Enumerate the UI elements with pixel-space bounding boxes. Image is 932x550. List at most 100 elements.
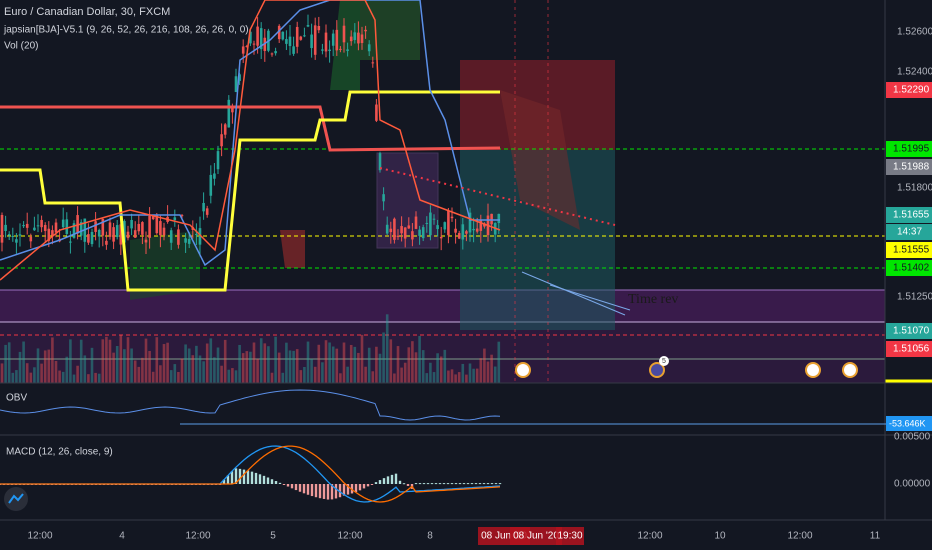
candle — [220, 134, 223, 147]
volume-bar — [76, 365, 79, 383]
candle — [281, 31, 285, 40]
histogram-bar — [358, 484, 362, 491]
candle — [148, 215, 151, 238]
candle — [288, 36, 292, 47]
volume-bar — [328, 342, 331, 383]
volume-bar — [227, 369, 231, 383]
volume-bar — [418, 335, 421, 383]
histogram-bar — [462, 483, 466, 485]
volume-bar — [123, 349, 126, 383]
time-label: 12:00 — [185, 531, 210, 542]
countdown: 14:37 — [897, 227, 922, 238]
main-pane — [0, 0, 885, 383]
volume-bar — [33, 367, 36, 383]
volume-bar — [421, 350, 425, 383]
time-label: 5 — [270, 531, 276, 542]
cloud — [280, 230, 305, 268]
volume-bar — [371, 371, 375, 383]
candle — [141, 222, 144, 235]
candle — [22, 225, 25, 227]
histogram-bar — [338, 484, 342, 498]
volume-bar — [299, 370, 303, 383]
volume-bar — [205, 343, 209, 383]
macd-axis-label: 0.00000 — [894, 479, 931, 490]
candle — [155, 215, 159, 234]
countdown-tag — [886, 224, 932, 240]
volume-bar — [468, 363, 472, 383]
candle — [429, 212, 432, 236]
histogram-bar — [442, 483, 446, 485]
volume-bar — [54, 360, 58, 383]
price-label: 1.52600 — [897, 27, 932, 38]
candle — [123, 220, 126, 243]
volume-bar — [105, 336, 108, 383]
histogram-bar — [262, 475, 266, 484]
histogram-bar — [354, 484, 358, 493]
volume-bar — [274, 336, 277, 383]
volume-bar — [277, 352, 281, 383]
candle — [457, 233, 461, 239]
trend-line — [379, 167, 616, 226]
histogram-bar — [426, 483, 430, 485]
volume-bar — [148, 350, 151, 383]
histogram-bar — [370, 484, 374, 485]
volume-bar — [493, 366, 497, 383]
indicator: japsian[BJA]-V5.1 (9, 26, 52, 26, 216, 1… — [3, 25, 249, 36]
histogram-bar — [418, 483, 422, 485]
time-label: 12:00 — [337, 531, 362, 542]
volume-label: Vol (20) — [4, 41, 38, 52]
event-icon[interactable] — [805, 362, 821, 378]
price-tag-label: 1.51995 — [893, 144, 930, 155]
volume-bar — [18, 351, 22, 383]
obv-tag-label: -53.646K — [889, 418, 926, 428]
price-tag-label: 1.52290 — [893, 85, 930, 96]
candle — [414, 216, 418, 229]
volume-bar — [61, 371, 65, 383]
candle — [450, 216, 454, 219]
candle — [11, 235, 15, 237]
symbol: Euro / Canadian Dollar, 30, FXCM — [4, 6, 170, 18]
candle — [472, 228, 475, 231]
event-icon[interactable] — [842, 362, 858, 378]
histogram-bar — [286, 484, 290, 487]
candle — [321, 49, 324, 51]
histogram-bar — [322, 484, 326, 499]
volume-bar — [0, 363, 4, 383]
volume-bar — [187, 348, 191, 383]
candle — [65, 219, 69, 234]
histogram-bar — [314, 484, 318, 498]
time-tag-label: 08 Jun '20 — [513, 531, 559, 542]
volume-bar — [367, 347, 371, 383]
candle — [205, 208, 209, 215]
candle — [47, 228, 51, 241]
annotation: Time rev — [628, 292, 678, 307]
volume-bar — [72, 374, 76, 383]
volume-bar — [285, 342, 288, 383]
event-icon[interactable] — [515, 362, 531, 378]
candle — [256, 26, 259, 46]
price-tag — [886, 242, 932, 258]
time-label: 12:00 — [637, 531, 662, 542]
candle — [180, 215, 184, 217]
candle — [18, 234, 22, 236]
price-tag-label: 1.51555 — [893, 245, 930, 256]
cloud — [360, 0, 420, 60]
histogram-bar — [298, 484, 302, 492]
histogram-bar — [394, 473, 398, 484]
time-tag-label: 19:30 — [557, 531, 582, 542]
volume-bar — [281, 372, 285, 383]
candle — [418, 229, 421, 236]
event-icon[interactable] — [649, 362, 665, 378]
volume-bar — [245, 351, 249, 383]
histogram-bar — [494, 483, 498, 485]
candle — [177, 229, 180, 245]
volume-bar — [263, 343, 267, 383]
candle — [306, 25, 310, 27]
candle — [7, 234, 11, 236]
price-label: 1.51800 — [897, 183, 932, 194]
price-tag — [886, 341, 932, 357]
volume-bar — [349, 344, 353, 383]
volume-bar — [241, 353, 245, 383]
candle — [400, 226, 403, 234]
histogram-bar — [434, 483, 438, 485]
